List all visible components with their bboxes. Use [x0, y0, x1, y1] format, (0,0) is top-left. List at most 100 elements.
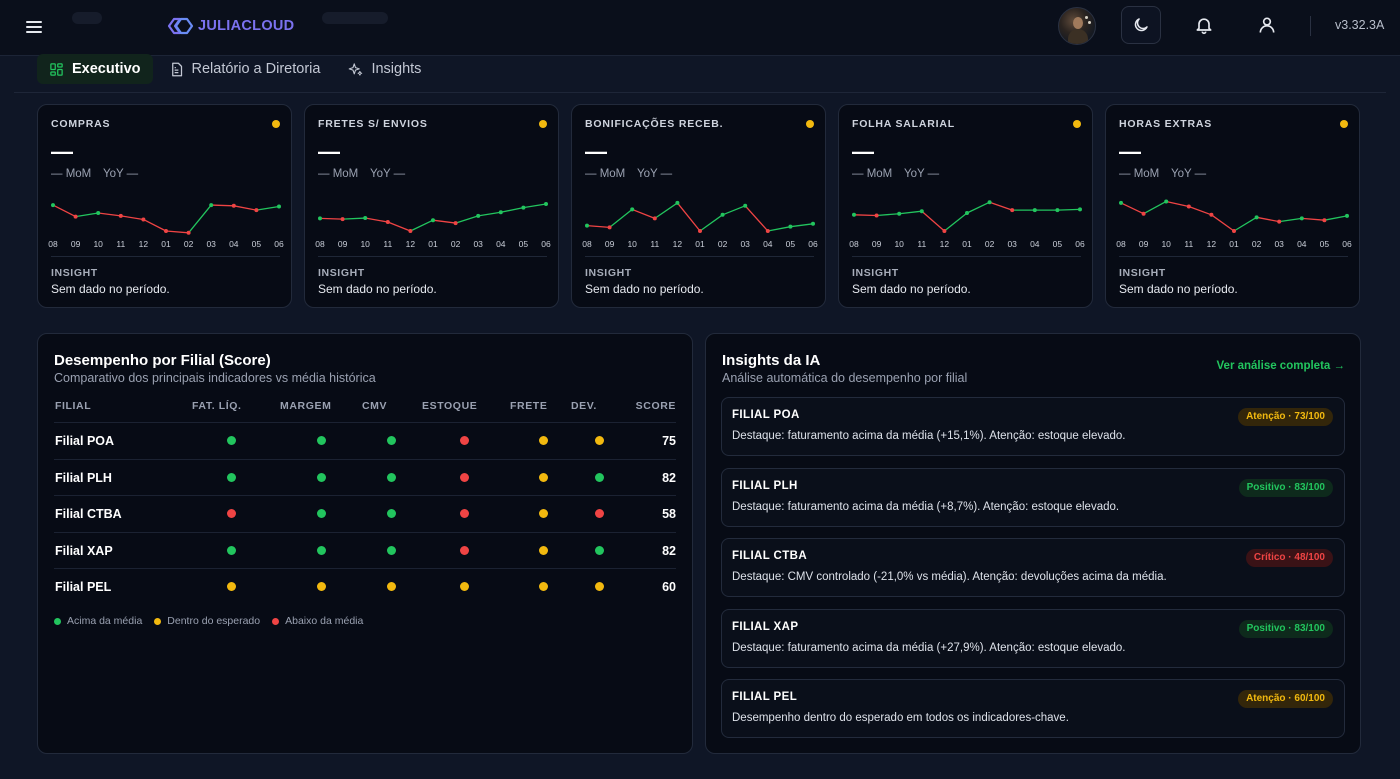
panel-title: Desempenho por Filial (Score): [54, 352, 271, 369]
kpi-card[interactable]: FOLHA SALARIAL — — MoM YoY — 08 09 10 11 12 0…: [838, 104, 1093, 308]
column-header: FAT. LÍQ.: [192, 400, 242, 412]
avatar[interactable]: [1058, 7, 1096, 45]
trend-segment: [1324, 215, 1348, 221]
kpi-card[interactable]: BONIFICAÇÕES RECEB. — — MoM YoY — 08 09 10…: [571, 104, 826, 308]
month-tick-label: 11: [383, 239, 392, 249]
divider: [1119, 256, 1348, 257]
trend-segment: [1166, 200, 1189, 208]
month-tick-label: 11: [917, 239, 926, 249]
trend-segment: [143, 218, 167, 232]
trend-segment: [478, 211, 501, 217]
status-badge: Positivo · 83/100: [1238, 619, 1333, 638]
trend-segment: [921, 210, 945, 232]
insight-label: INSIGHT: [318, 267, 365, 279]
trend-point: [630, 207, 635, 212]
kpi-sparkline: 08 09 10 11 12 01 02 03 04 05 06: [849, 200, 1085, 249]
status-dot-icon: [595, 545, 604, 555]
month-tick-label: 09: [1139, 239, 1149, 249]
month-tick-label: 11: [650, 239, 659, 249]
status-dot-icon: [460, 545, 469, 555]
column-header: CMV: [362, 400, 388, 412]
trend-segment: [1057, 208, 1081, 211]
trend-segment: [365, 217, 388, 223]
month-tick-label: 10: [360, 239, 370, 249]
tab-relatorio-diretoria[interactable]: Relatório a Diretoria: [157, 54, 333, 84]
table-row[interactable]: Filial POA 75: [54, 422, 676, 458]
month-tick-label: 11: [1184, 239, 1193, 249]
menu-icon[interactable]: [22, 16, 46, 38]
trend-segment: [876, 213, 900, 217]
trend-segment: [966, 201, 990, 214]
table-row[interactable]: Filial XAP 82: [54, 531, 676, 568]
logo[interactable]: JULIACLOUD: [166, 16, 294, 36]
trend-segment: [410, 219, 434, 232]
month-tick-label: 04: [763, 239, 773, 249]
panel-title: Insights da IA: [722, 352, 821, 369]
status-dot-icon: [460, 509, 469, 518]
insight-card[interactable]: FILIAL POA Atenção · 73/100 Destaque: fa…: [721, 397, 1345, 456]
top-bar: JULIACLOUD v3.32.3A: [0, 0, 1400, 56]
insight-card[interactable]: FILIAL PLH Positivo · 83/100 Destaque: f…: [721, 467, 1345, 527]
kpi-card[interactable]: COMPRAS — — MoM YoY — 08 09 10 11 12 01 02 03 04…: [37, 104, 292, 308]
divider: [1310, 16, 1311, 36]
month-tick-label: 04: [1297, 239, 1307, 249]
trend-point: [186, 230, 191, 235]
kpi-value: —: [852, 139, 874, 164]
trend-point: [209, 203, 214, 208]
insight-text: Sem dado no período.: [1119, 282, 1238, 296]
view-full-analysis-link[interactable]: Ver análise completa →: [1216, 360, 1345, 372]
theme-toggle-button[interactable]: [1121, 6, 1161, 44]
status-dot-icon: [1073, 120, 1081, 128]
column-header: DEV.: [571, 400, 597, 412]
panel-subtitle: Análise automática do desempenho por fil…: [722, 371, 968, 385]
insight-text: Sem dado no período.: [852, 282, 971, 296]
status-dot-icon: [317, 472, 326, 482]
trend-point: [1032, 208, 1037, 213]
trend-point: [1164, 199, 1169, 204]
kpi-card[interactable]: HORAS EXTRAS — — MoM YoY — 08 09 10 11 12 01 0…: [1105, 104, 1360, 308]
month-tick-label: 08: [48, 239, 58, 249]
tabs-divider: [14, 92, 1386, 93]
table-row[interactable]: Filial PEL 60: [54, 568, 676, 604]
trend-segment: [1143, 200, 1167, 215]
status-dot-icon: [317, 509, 326, 518]
status-dot-icon: [387, 509, 396, 518]
tab-insights[interactable]: Insights: [336, 54, 433, 84]
kpi-mom: — MoM: [585, 168, 626, 180]
notifications-button[interactable]: [1191, 12, 1217, 38]
insight-card[interactable]: FILIAL PEL Atenção · 60/100 Desempenho d…: [721, 679, 1345, 738]
status-dot-icon: [227, 472, 236, 482]
trend-point: [585, 223, 589, 228]
insight-label: INSIGHT: [51, 267, 98, 279]
status-dot-icon: [539, 509, 548, 518]
trend-point: [340, 217, 345, 222]
month-tick-label: 08: [849, 239, 859, 249]
kpi-yoy: YoY —: [1171, 168, 1207, 180]
insight-label: INSIGHT: [585, 267, 632, 279]
status-dot-icon: [595, 472, 604, 482]
insight-text: Sem dado no período.: [585, 282, 704, 296]
kpi-card[interactable]: FRETES S/ ENVIOS — — MoM YoY — 08 09 10 11 1…: [304, 104, 559, 308]
trend-segment: [120, 215, 144, 221]
table-row[interactable]: Filial PLH 82: [54, 458, 676, 495]
trend-point: [1186, 204, 1191, 209]
insight-card[interactable]: FILIAL CTBA Crítico · 48/100 Destaque: C…: [721, 538, 1345, 597]
profile-button[interactable]: [1254, 12, 1280, 38]
kpi-sparkline: 08 09 10 11 12 01 02 03 04 05 06: [315, 202, 551, 249]
kpi-title: BONIFICAÇÕES RECEB.: [585, 118, 724, 130]
tab-executivo[interactable]: Executivo: [37, 54, 153, 84]
kpi-yoy: YoY —: [103, 168, 139, 180]
trend-point: [1299, 216, 1304, 221]
month-tick-label: 09: [338, 239, 348, 249]
grid-icon: [50, 62, 63, 76]
trend-point: [698, 229, 702, 233]
table-row[interactable]: Filial CTBA 58: [54, 495, 676, 531]
status-dot-icon: [539, 545, 548, 555]
trend-point: [1254, 215, 1259, 220]
trend-segment: [455, 215, 479, 224]
trend-point: [118, 213, 123, 218]
trend-point: [1277, 219, 1282, 224]
kpi-mom: — MoM: [51, 168, 92, 180]
insight-card[interactable]: FILIAL XAP Positivo · 83/100 Destaque: f…: [721, 608, 1345, 668]
status-dot-icon: [460, 472, 469, 482]
